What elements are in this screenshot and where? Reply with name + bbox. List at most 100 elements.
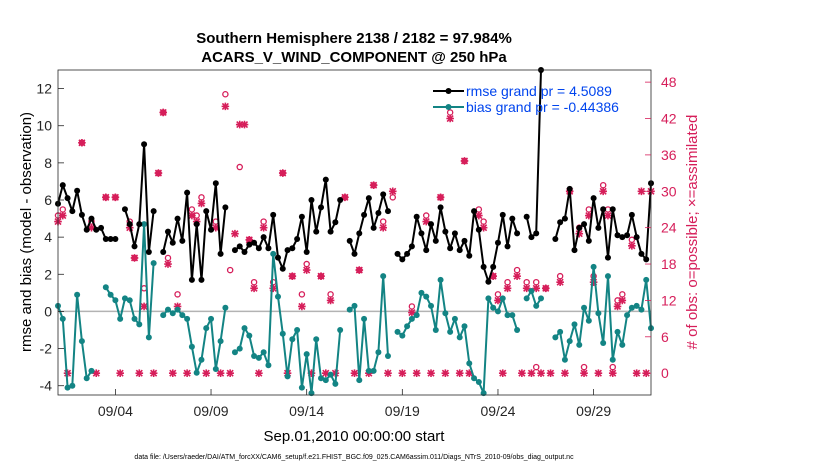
obs-possible-marker <box>298 291 306 298</box>
rmse-point <box>322 176 329 183</box>
obs-assimilated-marker <box>168 369 177 377</box>
rmse-point <box>160 249 167 255</box>
rmse-point <box>485 278 492 285</box>
bias-line <box>57 293 93 389</box>
bias-point <box>231 349 238 356</box>
rmse-point <box>169 239 176 246</box>
bias-point <box>423 293 430 300</box>
rmse-point <box>98 224 105 231</box>
rmse-point <box>121 206 128 213</box>
obs-assimilated-marker <box>245 235 254 244</box>
rmse-point <box>274 254 281 261</box>
obs-assimilated-marker <box>350 369 359 377</box>
rmse-point <box>466 252 473 259</box>
bias-point <box>179 312 186 319</box>
y-right-tick-label: 42 <box>661 111 677 127</box>
obs-assimilated-marker <box>556 278 564 287</box>
y-tick-label: 2 <box>44 266 52 282</box>
rmse-point <box>585 237 592 244</box>
rmse-point <box>509 215 516 222</box>
rmse-point <box>624 232 631 239</box>
obs-assimilated-marker <box>269 284 278 293</box>
bias-point <box>404 323 411 330</box>
rmse-point <box>332 219 339 226</box>
rmse-point <box>203 208 210 215</box>
bias-point <box>246 332 253 339</box>
rmse-point <box>590 195 597 202</box>
legend-rmse-label: rmse grand pr = 4.5089 <box>466 83 612 99</box>
obs-assimilated-marker <box>422 217 431 226</box>
obs-assimilated-marker <box>479 223 488 232</box>
rmse-point <box>193 221 200 228</box>
y-tick-label: -2 <box>40 341 53 357</box>
obs-assimilated-marker <box>302 266 311 274</box>
obs-assimilated-marker <box>259 223 268 232</box>
bias-point <box>514 327 521 333</box>
rmse-point <box>126 221 133 228</box>
bias-point <box>413 312 420 319</box>
bias-point <box>370 367 377 374</box>
bias-point <box>112 297 119 304</box>
obs-assimilated-marker <box>216 369 225 377</box>
obs-assimilated-marker <box>58 211 67 220</box>
bias-point <box>561 356 568 363</box>
bias-line <box>525 290 542 307</box>
bias-point <box>188 343 195 350</box>
obs-assimilated-marker <box>212 223 220 232</box>
obs-assimilated-marker <box>87 223 96 232</box>
bias-point <box>236 345 243 352</box>
obs-assimilated-marker <box>173 302 182 311</box>
bias-point <box>74 291 81 298</box>
rmse-point <box>236 243 243 250</box>
obs-assimilated-marker <box>546 369 555 377</box>
rmse-point <box>638 250 645 257</box>
obs-assimilated-marker <box>111 193 120 202</box>
rmse-point <box>418 230 425 237</box>
rmse-point <box>461 237 468 244</box>
obs-assimilated-marker <box>637 187 646 196</box>
rmse-point <box>222 204 229 211</box>
legend: rmse grand pr = 4.5089 bias grand pr = -… <box>433 83 619 115</box>
rmse-point <box>265 245 272 252</box>
bias-point <box>337 327 344 333</box>
x-tick-label: 09/04 <box>98 403 133 419</box>
obs-assimilated-marker <box>594 369 603 377</box>
rmse-point <box>442 228 449 235</box>
bias-point <box>141 221 148 228</box>
bias-point <box>203 325 210 332</box>
obs-assimilated-marker <box>341 193 349 202</box>
obs-assimilated-marker <box>408 308 416 317</box>
bias-point <box>145 334 152 341</box>
bias-point <box>212 366 219 372</box>
obs-assimilated-marker <box>580 369 588 377</box>
obs-assimilated-marker <box>159 108 168 117</box>
obs-assimilated-marker <box>585 211 593 220</box>
obs-assimilated-marker <box>355 266 364 274</box>
y-right-tick-label: 30 <box>661 183 677 199</box>
obs-assimilated-marker <box>379 223 387 232</box>
bias-point <box>408 315 415 322</box>
rmse-point <box>289 245 296 252</box>
rmse-point <box>141 141 148 148</box>
rmse-point <box>380 191 387 198</box>
rmse-point <box>490 263 497 270</box>
bias-point <box>169 310 176 317</box>
chart-title: Southern Hemisphere 2138 / 2182 = 97.984… <box>196 30 512 47</box>
bias-point <box>255 354 262 361</box>
bias-point <box>538 295 545 302</box>
rmse-point <box>609 206 616 213</box>
y-right-tick-label: 12 <box>661 292 677 308</box>
rmse-point <box>217 250 224 257</box>
bias-point <box>451 315 458 322</box>
bias-point <box>552 334 559 341</box>
bias-point <box>609 356 616 363</box>
rmse-point <box>102 236 109 242</box>
bias-point <box>628 304 635 311</box>
bias-point <box>198 356 205 363</box>
bias-point <box>466 360 473 367</box>
obs-assimilated-marker <box>398 369 407 377</box>
bias-point <box>494 308 501 315</box>
rmse-point <box>600 206 607 213</box>
rmse-point <box>337 197 344 203</box>
obs-assimilated-marker <box>513 272 521 280</box>
